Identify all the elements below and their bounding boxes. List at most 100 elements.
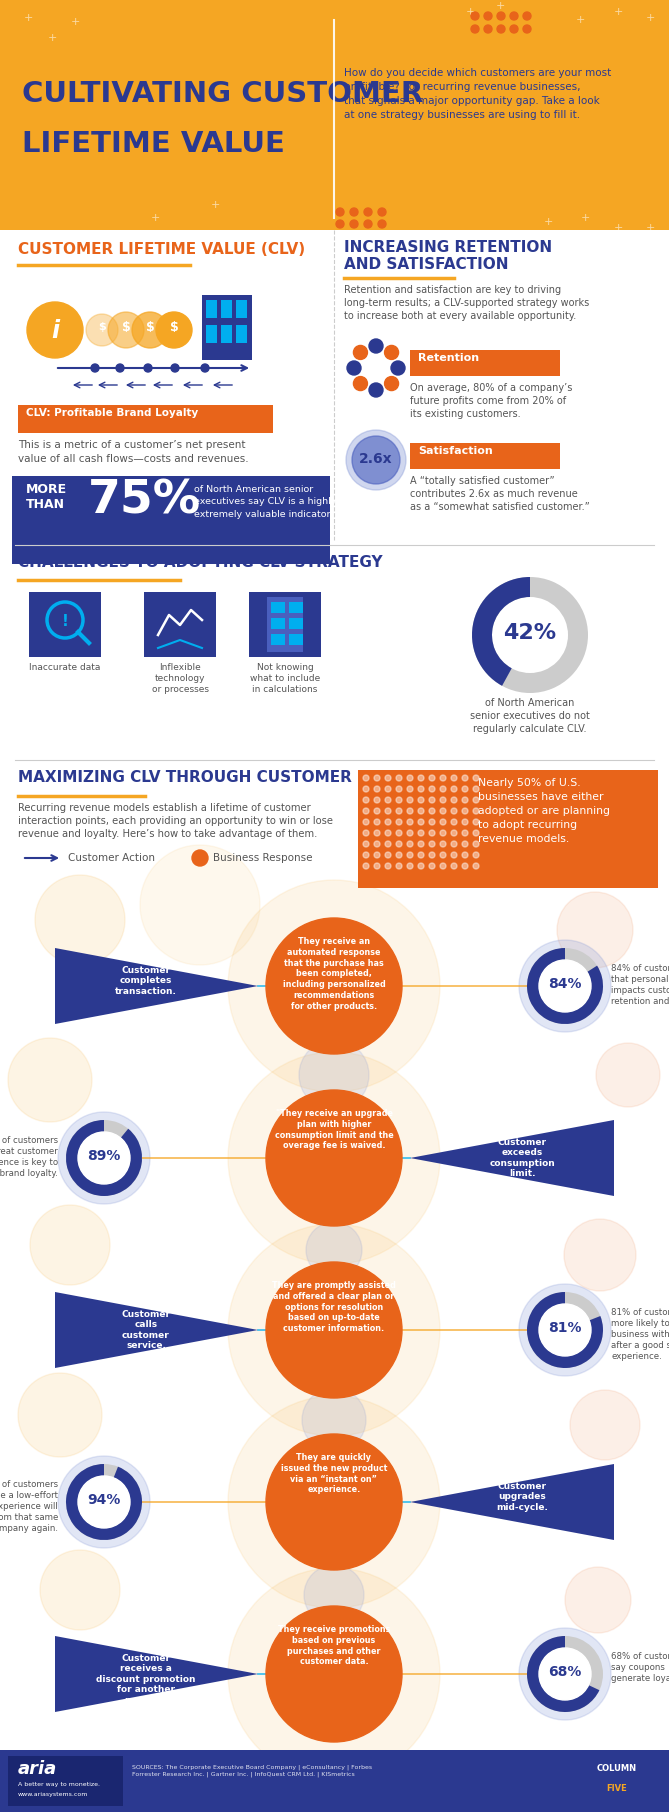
Circle shape [171, 364, 179, 371]
Circle shape [451, 830, 457, 835]
Text: Customer
upgrades
mid-cycle.: Customer upgrades mid-cycle. [496, 1482, 548, 1511]
Circle shape [418, 830, 424, 835]
Circle shape [18, 1373, 102, 1457]
Circle shape [336, 208, 344, 216]
Circle shape [78, 1477, 130, 1528]
Circle shape [440, 776, 446, 781]
Text: On average, 80% of a company’s
future profits come from 20% of
its existing cust: On average, 80% of a company’s future pr… [410, 382, 573, 419]
Bar [358, 770, 658, 888]
Text: +: + [575, 14, 585, 25]
Circle shape [462, 863, 468, 870]
Circle shape [385, 797, 391, 803]
Circle shape [350, 219, 358, 228]
Circle shape [385, 830, 391, 835]
Circle shape [510, 13, 518, 20]
Bar [0, 1750, 669, 1812]
Circle shape [471, 25, 479, 33]
Wedge shape [66, 1120, 142, 1196]
Circle shape [473, 863, 479, 870]
Circle shape [350, 208, 358, 216]
Text: They receive promotions
based on previous
purchases and other
customer data.: They receive promotions based on previou… [278, 1625, 390, 1667]
Circle shape [374, 863, 380, 870]
Text: A “totally satisfied customer”
contributes 2.6x as much revenue
as a “somewhat s: A “totally satisfied customer” contribut… [410, 477, 590, 513]
Circle shape [440, 786, 446, 792]
Wedge shape [66, 1464, 142, 1540]
Text: CULTIVATING CUSTOMER: CULTIVATING CUSTOMER [22, 80, 423, 109]
Text: $: $ [170, 321, 179, 333]
Text: They receive an
automated response
that the purchase has
been completed,
includi: They receive an automated response that … [282, 937, 385, 1011]
Text: Customer
completes
transaction.: Customer completes transaction. [115, 966, 177, 997]
Bar [267, 596, 303, 652]
Circle shape [429, 819, 435, 824]
Circle shape [108, 312, 144, 348]
Polygon shape [55, 1292, 258, 1368]
Circle shape [363, 830, 369, 835]
Text: !: ! [62, 614, 68, 629]
Text: $: $ [98, 323, 106, 332]
Circle shape [429, 786, 435, 792]
Circle shape [440, 841, 446, 846]
Circle shape [396, 841, 402, 846]
Text: SOURCES: The Corporate Executive Board Company | eConsultancy | Forbes
Forrester: SOURCES: The Corporate Executive Board C… [132, 1765, 372, 1778]
Circle shape [440, 797, 446, 803]
Circle shape [304, 1566, 364, 1625]
Circle shape [30, 1205, 110, 1285]
Text: CLV: Profitable Brand Loyalty: CLV: Profitable Brand Loyalty [26, 408, 198, 419]
Circle shape [385, 776, 391, 781]
Circle shape [523, 13, 531, 20]
Circle shape [27, 303, 83, 359]
Bar [410, 442, 560, 469]
Circle shape [374, 776, 380, 781]
Circle shape [429, 841, 435, 846]
Wedge shape [527, 1636, 599, 1712]
Circle shape [497, 25, 505, 33]
Circle shape [407, 819, 413, 824]
Circle shape [374, 786, 380, 792]
Text: 81% of customers are
more likely to do repeat
business with a company
after a go: 81% of customers are more likely to do r… [611, 1308, 669, 1361]
Wedge shape [527, 948, 603, 1024]
Circle shape [396, 776, 402, 781]
Circle shape [519, 940, 611, 1033]
Circle shape [299, 1040, 369, 1111]
Circle shape [418, 863, 424, 870]
Wedge shape [472, 576, 530, 685]
Circle shape [451, 786, 457, 792]
Circle shape [451, 819, 457, 824]
Wedge shape [66, 1120, 142, 1196]
Circle shape [473, 819, 479, 824]
Circle shape [473, 830, 479, 835]
Circle shape [201, 364, 209, 371]
Circle shape [347, 361, 361, 375]
Circle shape [484, 13, 492, 20]
Text: FIVE: FIVE [607, 1785, 628, 1794]
Circle shape [40, 1549, 120, 1631]
Circle shape [192, 850, 208, 866]
Circle shape [429, 852, 435, 859]
Circle shape [539, 1305, 591, 1355]
Circle shape [228, 881, 440, 1093]
Circle shape [363, 819, 369, 824]
Text: Recurring revenue models establish a lifetime of customer
interaction points, ea: Recurring revenue models establish a lif… [18, 803, 333, 839]
Text: 75%: 75% [88, 478, 201, 524]
Circle shape [385, 852, 391, 859]
Text: 81%: 81% [549, 1321, 582, 1335]
Circle shape [266, 1261, 402, 1399]
Circle shape [363, 863, 369, 870]
Circle shape [462, 786, 468, 792]
Text: of North American
senior executives do not
regularly calculate CLV.: of North American senior executives do n… [470, 698, 590, 734]
Circle shape [484, 25, 492, 33]
Bar [289, 618, 303, 629]
Circle shape [396, 819, 402, 824]
Circle shape [363, 776, 369, 781]
Bar [8, 1756, 123, 1807]
Circle shape [451, 852, 457, 859]
Circle shape [140, 844, 260, 966]
Text: This is a metric of a customer’s net present
value of all cash flows—costs and r: This is a metric of a customer’s net pre… [18, 440, 249, 464]
Text: COLUMN: COLUMN [597, 1765, 637, 1772]
Bar [12, 477, 330, 564]
Text: +: + [495, 2, 504, 11]
Circle shape [407, 830, 413, 835]
Text: +: + [646, 13, 655, 24]
Circle shape [364, 208, 372, 216]
Text: 89%: 89% [88, 1149, 120, 1163]
